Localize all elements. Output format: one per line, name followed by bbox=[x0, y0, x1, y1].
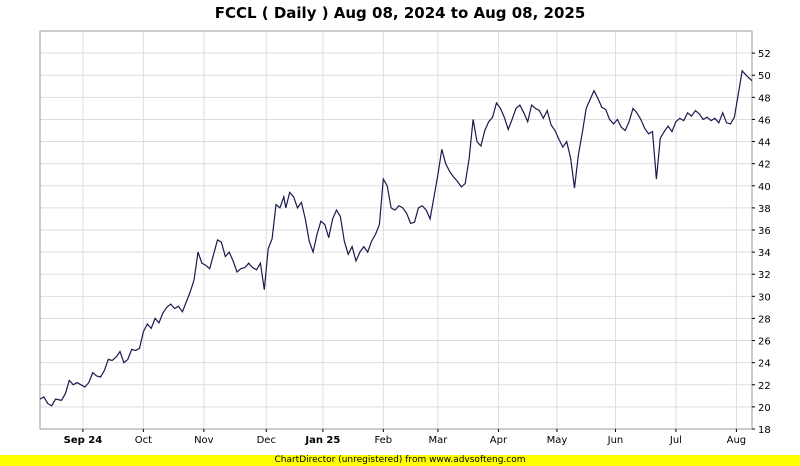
y-tick-label: 40 bbox=[758, 182, 771, 193]
y-tick-label: 32 bbox=[758, 270, 771, 281]
x-tick-label: Apr bbox=[490, 435, 508, 446]
x-tick-label: Aug bbox=[727, 435, 747, 446]
y-tick-label: 34 bbox=[758, 248, 771, 259]
x-tick-label: Jun bbox=[607, 435, 624, 446]
footer-bar bbox=[0, 455, 800, 466]
y-tick-label: 28 bbox=[758, 314, 771, 325]
y-tick-label: 30 bbox=[758, 292, 771, 303]
y-tick-label: 50 bbox=[758, 71, 771, 82]
y-tick-label: 38 bbox=[758, 204, 771, 215]
x-tick-label: Dec bbox=[257, 435, 276, 446]
x-tick-label: Feb bbox=[374, 435, 392, 446]
x-tick-label: Nov bbox=[194, 435, 214, 446]
y-tick-label: 20 bbox=[758, 403, 771, 414]
x-tick-label: Jan 25 bbox=[304, 435, 340, 446]
y-axis-tick-labels: 18 20 22 24 26 28 30 32 34 36 38 40 42 44 46 48 50 52 bbox=[752, 49, 771, 436]
x-axis-tick-labels: Sep 24 Oct Nov Dec Jan 25 Feb Mar Apr May Jun Jul A… bbox=[64, 429, 747, 446]
y-tick-label: 22 bbox=[758, 381, 771, 392]
y-tick-label: 48 bbox=[758, 93, 771, 104]
x-tick-label: May bbox=[547, 435, 568, 446]
y-tick-label: 52 bbox=[758, 49, 771, 60]
y-tick-label: 36 bbox=[758, 226, 771, 237]
y-tick-label: 24 bbox=[758, 359, 771, 370]
y-tick-label: 44 bbox=[758, 138, 771, 149]
y-tick-label: 26 bbox=[758, 337, 771, 348]
x-tick-label: Jul bbox=[669, 435, 682, 446]
chart-canvas: 18 20 22 24 26 28 30 32 34 36 38 40 42 44 46 48 50 52 Sep… bbox=[39, 30, 771, 446]
y-tick-label: 46 bbox=[758, 115, 771, 126]
x-tick-label: Oct bbox=[135, 435, 152, 446]
y-tick-label: 18 bbox=[758, 425, 771, 436]
price-series-line bbox=[39, 69, 753, 407]
footer-credit: ChartDirector (unregistered) from www.ad… bbox=[274, 455, 526, 465]
x-tick-label: Mar bbox=[429, 435, 449, 446]
chart-title: FCCL ( Daily ) Aug 08, 2024 to Aug 08, 2… bbox=[214, 4, 586, 22]
x-tick-label: Sep 24 bbox=[64, 435, 103, 446]
y-tick-label: 42 bbox=[758, 160, 771, 171]
